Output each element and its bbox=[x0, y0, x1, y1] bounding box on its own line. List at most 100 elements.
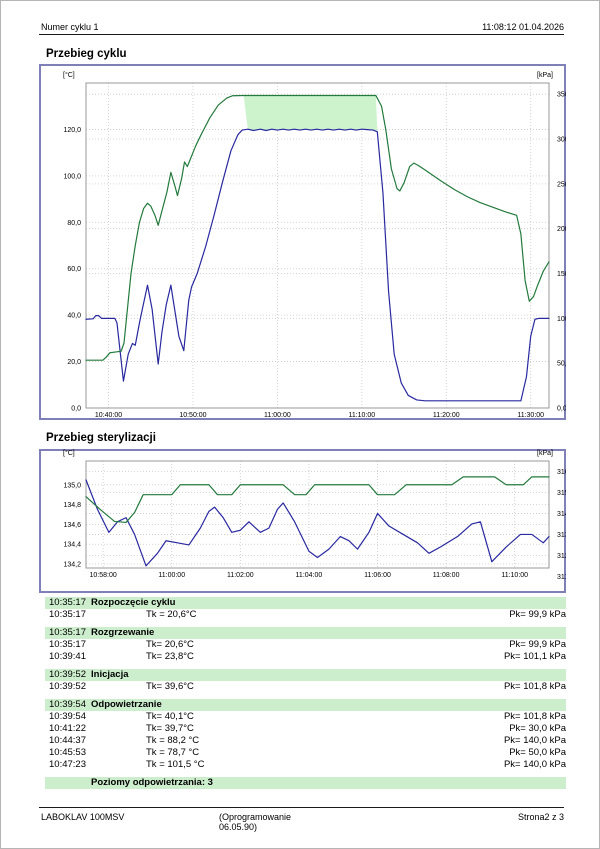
log-group: 10:35:17 Rozgrzewanie 10:35:17 Tk= 20,6°C Pk… bbox=[45, 627, 566, 663]
log-pressure-value: Pk= 30,0 kPa bbox=[509, 723, 566, 734]
svg-text:10:50:00: 10:50:00 bbox=[179, 412, 206, 419]
log-pressure-value: Pk= 50,0 kPa bbox=[509, 747, 566, 758]
log-phase-label: Rozpoczęcie cyklu bbox=[91, 597, 176, 608]
log-row-time: 10:39:54 bbox=[49, 711, 86, 722]
svg-text:60,0: 60,0 bbox=[67, 266, 81, 273]
log-phase-label: Rozgrzewanie bbox=[91, 627, 155, 638]
svg-text:11:00:00: 11:00:00 bbox=[158, 572, 185, 579]
svg-text:134,2: 134,2 bbox=[63, 562, 81, 569]
log-phase-header: 10:35:17 Rozpoczęcie cyklu bbox=[45, 597, 566, 609]
svg-text:314,0: 314,0 bbox=[557, 511, 566, 518]
svg-text:313,0: 313,0 bbox=[557, 532, 566, 539]
event-log: 10:35:17 Rozpoczęcie cyklu 10:35:17 Tk = 20… bbox=[45, 597, 566, 789]
cycle-chart: Pk, ciśnienie w komorze Tk, temperatura … bbox=[39, 64, 566, 420]
log-row-time: 10:45:53 bbox=[49, 747, 86, 758]
log-pressure-value: Pk= 101,8 kPa bbox=[503, 681, 566, 692]
log-temperature-value: Tk= 39,7°C bbox=[146, 723, 194, 734]
svg-text:135,0: 135,0 bbox=[63, 482, 81, 489]
svg-text:[kPa]: [kPa] bbox=[537, 72, 553, 79]
log-row: 10:35:17 Tk = 20,6°C Pk= 99,9 kPa bbox=[45, 609, 566, 621]
svg-text:11:02:00: 11:02:00 bbox=[227, 572, 254, 579]
svg-text:11:06:00: 11:06:00 bbox=[364, 572, 391, 579]
log-row: 10:45:53 Tk = 78,7 °C Pk= 50,0 kPa bbox=[45, 747, 566, 759]
log-phase-header: 10:35:17 Rozgrzewanie bbox=[45, 627, 566, 639]
log-group: 10:39:52 Inicjacja 10:39:52 Tk= 39,6°C Pk= 1… bbox=[45, 669, 566, 693]
log-row-time: 10:35:17 bbox=[49, 639, 86, 650]
svg-text:350,0: 350,0 bbox=[557, 92, 566, 99]
svg-text:11:08:00: 11:08:00 bbox=[433, 572, 460, 579]
log-row-time: 10:44:37 bbox=[49, 735, 86, 746]
log-phase-header: 10:39:54 Odpowietrzanie bbox=[45, 699, 566, 711]
svg-text:11:10:00: 11:10:00 bbox=[501, 572, 528, 579]
svg-text:50,0: 50,0 bbox=[557, 361, 566, 368]
log-phase-time: 10:35:17 bbox=[49, 627, 86, 638]
log-phase-time: 10:39:54 bbox=[49, 699, 86, 710]
log-phase-header: 10:39:52 Inicjacja bbox=[45, 669, 566, 681]
svg-text:134,4: 134,4 bbox=[63, 542, 81, 549]
log-row: 10:39:52 Tk= 39,6°C Pk= 101,8 kPa bbox=[45, 681, 566, 693]
log-row-time: 10:39:52 bbox=[49, 681, 86, 692]
svg-text:11:20:00: 11:20:00 bbox=[433, 412, 460, 419]
svg-text:134,8: 134,8 bbox=[63, 502, 81, 509]
log-temperature-value: Tk = 20,6°C bbox=[146, 609, 197, 620]
log-group: Poziomy odpowietrzania: 3 bbox=[45, 777, 566, 789]
svg-text:10:58:00: 10:58:00 bbox=[90, 572, 117, 579]
software-version: (Oprogramowanie 06.05.90) bbox=[219, 812, 291, 832]
software-version-line2: 06.05.90) bbox=[219, 822, 258, 832]
svg-text:0,0: 0,0 bbox=[557, 406, 566, 413]
header-divider bbox=[39, 34, 564, 35]
svg-text:300,0: 300,0 bbox=[557, 137, 566, 144]
svg-text:100,0: 100,0 bbox=[63, 173, 81, 180]
svg-text:80,0: 80,0 bbox=[67, 220, 81, 227]
svg-text:100,0: 100,0 bbox=[557, 316, 566, 323]
log-row: 10:44:37 Tk = 88,2 °C Pk= 140,0 kPa bbox=[45, 735, 566, 747]
svg-text:315,0: 315,0 bbox=[557, 490, 566, 497]
svg-text:120,0: 120,0 bbox=[63, 127, 81, 134]
svg-text:[°C]: [°C] bbox=[63, 71, 75, 79]
log-pressure-value: Pk= 140,0 kPa bbox=[503, 735, 566, 746]
svg-text:312,0: 312,0 bbox=[557, 553, 566, 560]
sterilization-chart-title: Przebieg sterylizacji bbox=[46, 432, 156, 444]
log-row-time: 10:41:22 bbox=[49, 723, 86, 734]
device-name: LABOKLAV 100MSV bbox=[41, 812, 125, 822]
log-phase-label: Poziomy odpowietrzania: 3 bbox=[91, 777, 213, 788]
svg-text:311,0: 311,0 bbox=[557, 574, 566, 581]
svg-text:250,0: 250,0 bbox=[557, 181, 566, 188]
svg-text:150,0: 150,0 bbox=[557, 271, 566, 278]
log-temperature-value: Tk = 101,5 °C bbox=[146, 759, 205, 770]
log-group: 10:35:17 Rozpoczęcie cyklu 10:35:17 Tk = 20… bbox=[45, 597, 566, 621]
page-number: Strona2 z 3 bbox=[517, 812, 564, 822]
log-row-time: 10:35:17 bbox=[49, 609, 86, 620]
log-pressure-value: Pk= 140,0 kPa bbox=[503, 759, 566, 770]
svg-text:11:10:00: 11:10:00 bbox=[348, 412, 375, 419]
log-row-time: 10:47:23 bbox=[49, 759, 86, 770]
log-row: 10:41:22 Tk= 39,7°C Pk= 30,0 kPa bbox=[45, 723, 566, 735]
log-phase-header: Poziomy odpowietrzania: 3 bbox=[45, 777, 566, 789]
log-row: 10:39:54 Tk= 40,1°C Pk= 101,8 kPa bbox=[45, 711, 566, 723]
log-temperature-value: Tk= 39,6°C bbox=[146, 681, 194, 692]
sterilization-chart: 134,2 134,4 134,6 134,8 135,0 311,0 312,0 313,0… bbox=[39, 449, 566, 593]
svg-text:11:04:00: 11:04:00 bbox=[296, 572, 323, 579]
log-temperature-value: Tk= 23,8°C bbox=[146, 651, 194, 662]
cycle-number-label: Numer cyklu 1 bbox=[41, 22, 99, 32]
log-phase-time: 10:35:17 bbox=[49, 597, 86, 608]
log-pressure-value: Pk= 99,9 kPa bbox=[509, 609, 566, 620]
log-row: 10:39:41 Tk= 23,8°C Pk= 101,1 kPa bbox=[45, 651, 566, 663]
svg-text:11:30:00: 11:30:00 bbox=[517, 412, 544, 419]
log-pressure-value: Pk= 99,9 kPa bbox=[509, 639, 566, 650]
log-phase-time: 10:39:52 bbox=[49, 669, 86, 680]
svg-text:10:40:00: 10:40:00 bbox=[95, 412, 122, 419]
log-row-time: 10:39:41 bbox=[49, 651, 86, 662]
report-datetime: 11:08:12 01.04.2026 bbox=[482, 22, 564, 32]
log-phase-label: Inicjacja bbox=[91, 669, 129, 680]
log-phase-label: Odpowietrzanie bbox=[91, 699, 162, 710]
log-group: 10:39:54 Odpowietrzanie 10:39:54 Tk= 40,1°C… bbox=[45, 699, 566, 771]
svg-text:[°C]: [°C] bbox=[63, 449, 75, 457]
cycle-chart-title: Przebieg cyklu bbox=[46, 48, 127, 60]
software-version-line1: (Oprogramowanie bbox=[219, 812, 292, 822]
svg-text:134,6: 134,6 bbox=[63, 522, 81, 529]
log-temperature-value: Tk = 78,7 °C bbox=[146, 747, 200, 758]
footer-divider bbox=[39, 807, 564, 808]
svg-text:40,0: 40,0 bbox=[67, 313, 81, 320]
